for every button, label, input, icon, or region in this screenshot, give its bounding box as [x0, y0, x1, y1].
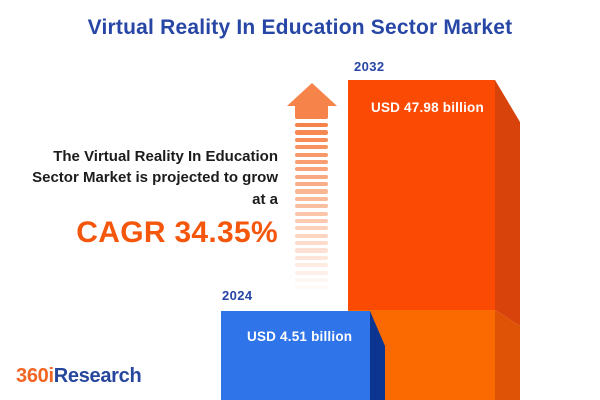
- bar-2024-front: [221, 311, 370, 400]
- value-label-2032: USD 47.98 billion: [371, 100, 484, 115]
- description-text: The Virtual Reality In Education Sector …: [32, 148, 278, 208]
- growth-arrow-dash: [295, 241, 328, 246]
- growth-arrow-dash: [295, 218, 328, 224]
- growth-arrow-dash: [295, 123, 328, 128]
- year-label-2024: 2024: [222, 288, 253, 303]
- growth-arrow-dash: [295, 182, 328, 187]
- cagr-value: CAGR 34.35%: [76, 215, 278, 249]
- brand-logo-blue-part: Research: [53, 365, 142, 387]
- bar-2032-front-upper: [348, 80, 495, 310]
- bar-2024-side: [370, 311, 385, 400]
- growth-arrow-dash: [295, 137, 328, 142]
- growth-arrow-dash: [295, 196, 328, 201]
- growth-arrow-dash: [295, 145, 328, 150]
- growth-arrow-stem: [295, 104, 328, 119]
- growth-arrow-dash: [295, 130, 328, 135]
- growth-arrow-dashed-trail: [295, 123, 328, 293]
- growth-arrow-dash: [295, 233, 328, 238]
- growth-arrow-dash: [295, 174, 328, 179]
- growth-arrow-head-icon: [287, 83, 337, 106]
- page-title: Virtual Reality In Education Sector Mark…: [87, 16, 513, 39]
- growth-arrow-dash: [295, 248, 328, 253]
- growth-arrow-dash: [295, 270, 328, 275]
- growth-arrow-dash: [295, 226, 328, 231]
- value-label-2024: USD 4.51 billion: [247, 329, 353, 344]
- year-label-2032: 2032: [354, 59, 385, 74]
- growth-arrow-dash: [295, 204, 328, 209]
- growth-arrow-dash: [295, 255, 328, 260]
- brand-logo: 360iResearch: [16, 365, 142, 388]
- growth-arrow-dash: [295, 277, 328, 283]
- brand-logo-orange-part: 360i: [16, 365, 54, 387]
- growth-arrow-dash: [295, 189, 328, 194]
- growth-arrow-dash: [295, 285, 328, 290]
- growth-arrow-dash: [295, 152, 328, 157]
- bar-2032-side-upper: [495, 80, 520, 326]
- growth-arrow-dash: [295, 211, 328, 216]
- growth-arrow-dash: [295, 167, 328, 172]
- market-description: The Virtual Reality In Education Sector …: [16, 146, 278, 250]
- growth-arrow-dash: [295, 159, 328, 165]
- bar-2032-side-lower: [495, 310, 520, 400]
- growth-arrow-dash: [295, 263, 328, 268]
